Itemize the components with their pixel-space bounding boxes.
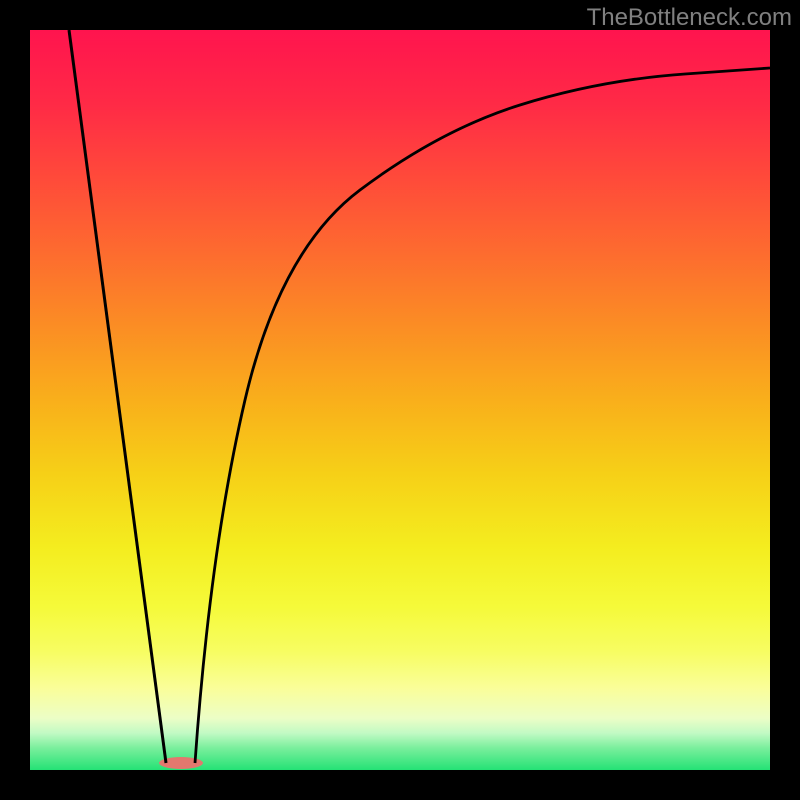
chart-container: TheBottleneck.com [0,0,800,800]
watermark-text: TheBottleneck.com [587,4,792,32]
bottleneck-chart [0,0,800,800]
plot-background [30,30,770,770]
